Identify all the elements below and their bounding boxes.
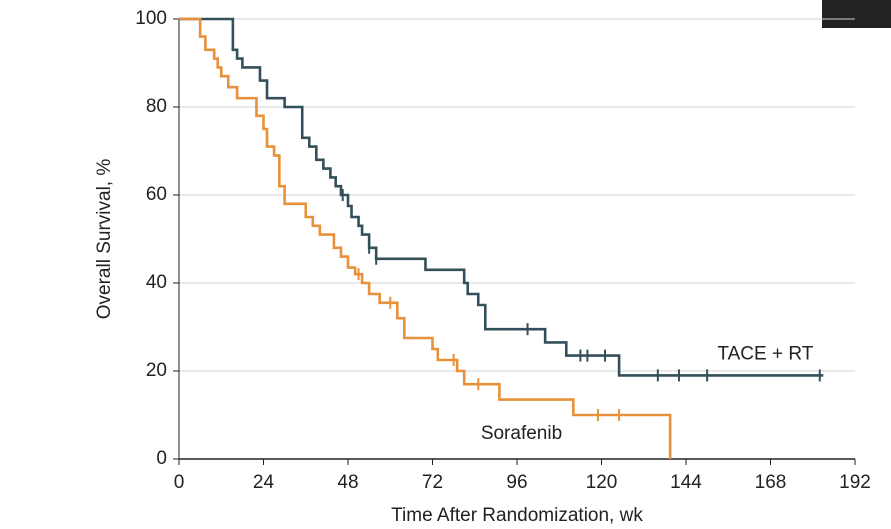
x-tick-label: 24: [253, 472, 275, 493]
x-tick-label: 120: [586, 472, 618, 493]
x-tick-label: 168: [755, 472, 787, 493]
y-tick-label: 80: [146, 96, 167, 117]
x-tick-label: 48: [337, 472, 358, 493]
photo-fragment: [822, 0, 891, 28]
x-tick-label: 192: [839, 472, 871, 493]
y-tick-label: 40: [146, 272, 167, 293]
x-tick-label: 0: [174, 472, 185, 493]
y-tick-label: 60: [146, 184, 167, 205]
y-axis-label: Overall Survival, %: [94, 159, 115, 320]
x-axis-label: Time After Randomization, wk: [391, 505, 643, 526]
survival-curve: [179, 17, 824, 377]
x-tick-label: 96: [506, 472, 527, 493]
series-label: Sorafenib: [481, 423, 562, 444]
series-label: TACE + RT: [717, 343, 813, 364]
y-tick-label: 0: [156, 448, 167, 469]
survival-curve: [179, 17, 672, 459]
y-tick-label: 100: [135, 8, 167, 29]
x-tick-label: 72: [422, 472, 443, 493]
y-tick-label: 20: [146, 360, 167, 381]
x-tick-label: 144: [670, 472, 702, 493]
